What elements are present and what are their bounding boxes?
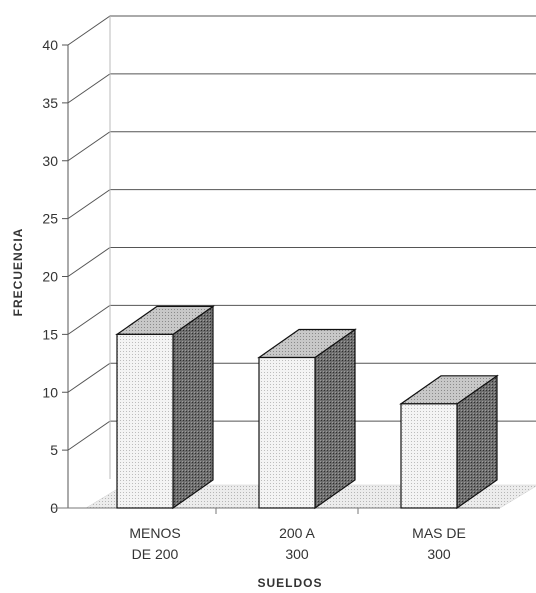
gridline [67,73,536,104]
category-labels: MENOS DE 200 200 A 300 MAS DE 300 [129,525,466,562]
y-tick-label: 20 [42,269,58,285]
x-tick-label: 200 A [279,525,315,541]
bar [399,374,499,510]
bar-side [172,305,214,510]
y-tick-label: 35 [42,95,58,111]
bar-front [258,356,316,509]
y-tick-label: 10 [42,384,58,400]
x-tick-label: 300 [285,546,309,562]
x-tick-label: DE 200 [132,546,179,562]
x-tick-label: 300 [427,546,451,562]
x-tick-label: MAS DE [412,525,466,541]
gridline [67,189,536,220]
y-tick-label: 5 [50,442,58,458]
bar [257,328,357,510]
x-tick-label: MENOS [129,525,180,541]
gridline [67,15,536,46]
bars [115,305,499,510]
x-axis-title: SUELDOS [257,576,322,590]
y-tick-label: 15 [42,326,58,342]
bar-front [400,403,458,509]
y-axis-title: FRECUENCIA [11,228,25,317]
bar-side [314,328,356,510]
y-tick-label: 40 [42,37,58,53]
bar-front [116,333,174,509]
gridline [67,131,536,162]
bar [115,305,215,510]
y-tick-label: 30 [42,153,58,169]
y-tick-label: 25 [42,211,58,227]
gridline [67,247,536,277]
